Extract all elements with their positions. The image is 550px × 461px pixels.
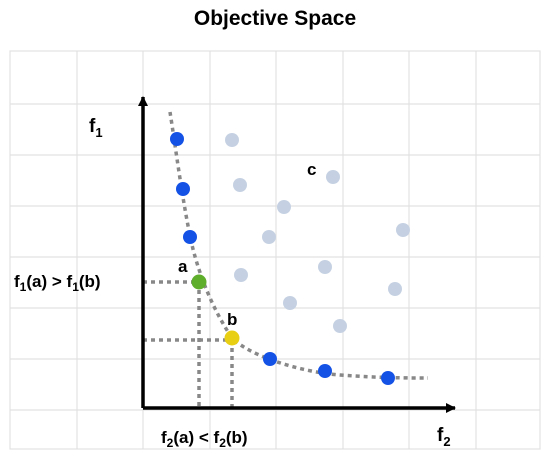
vertical-axis-label: f1 [89,116,103,140]
pareto-front-curve [168,111,429,380]
point-b-label: b [227,310,237,329]
dominated-point [277,200,291,214]
diagram-title: Objective Space [193,7,357,30]
point-c-label: c [307,160,316,179]
point-a [191,274,207,290]
pareto-point [183,230,197,244]
pareto-point [381,371,395,385]
dominated-point [233,178,247,192]
dominated-point [234,268,248,282]
dominated-points [225,133,410,333]
dominated-point [326,170,340,184]
horizontal-axis-label: f2 [437,425,451,449]
dominated-point [396,223,410,237]
comparison-guides [143,280,234,408]
dominated-point [225,133,239,147]
dominated-point [262,230,276,244]
dominated-point [318,260,332,274]
f1-comparison-label: f1(a) > f1(b) [14,272,101,294]
dominated-point [283,296,297,310]
point-a-label: a [178,257,188,276]
pareto-point [318,364,332,378]
background-grid [9,50,541,450]
dominated-point [388,282,402,296]
pareto-points [170,132,395,385]
point-b [224,330,240,346]
f2-comparison-label: f2(a) < f2(b) [161,428,248,450]
pareto-point [263,352,277,366]
pareto-point [176,182,190,196]
dominated-point [333,319,347,333]
pareto-point [170,132,184,146]
